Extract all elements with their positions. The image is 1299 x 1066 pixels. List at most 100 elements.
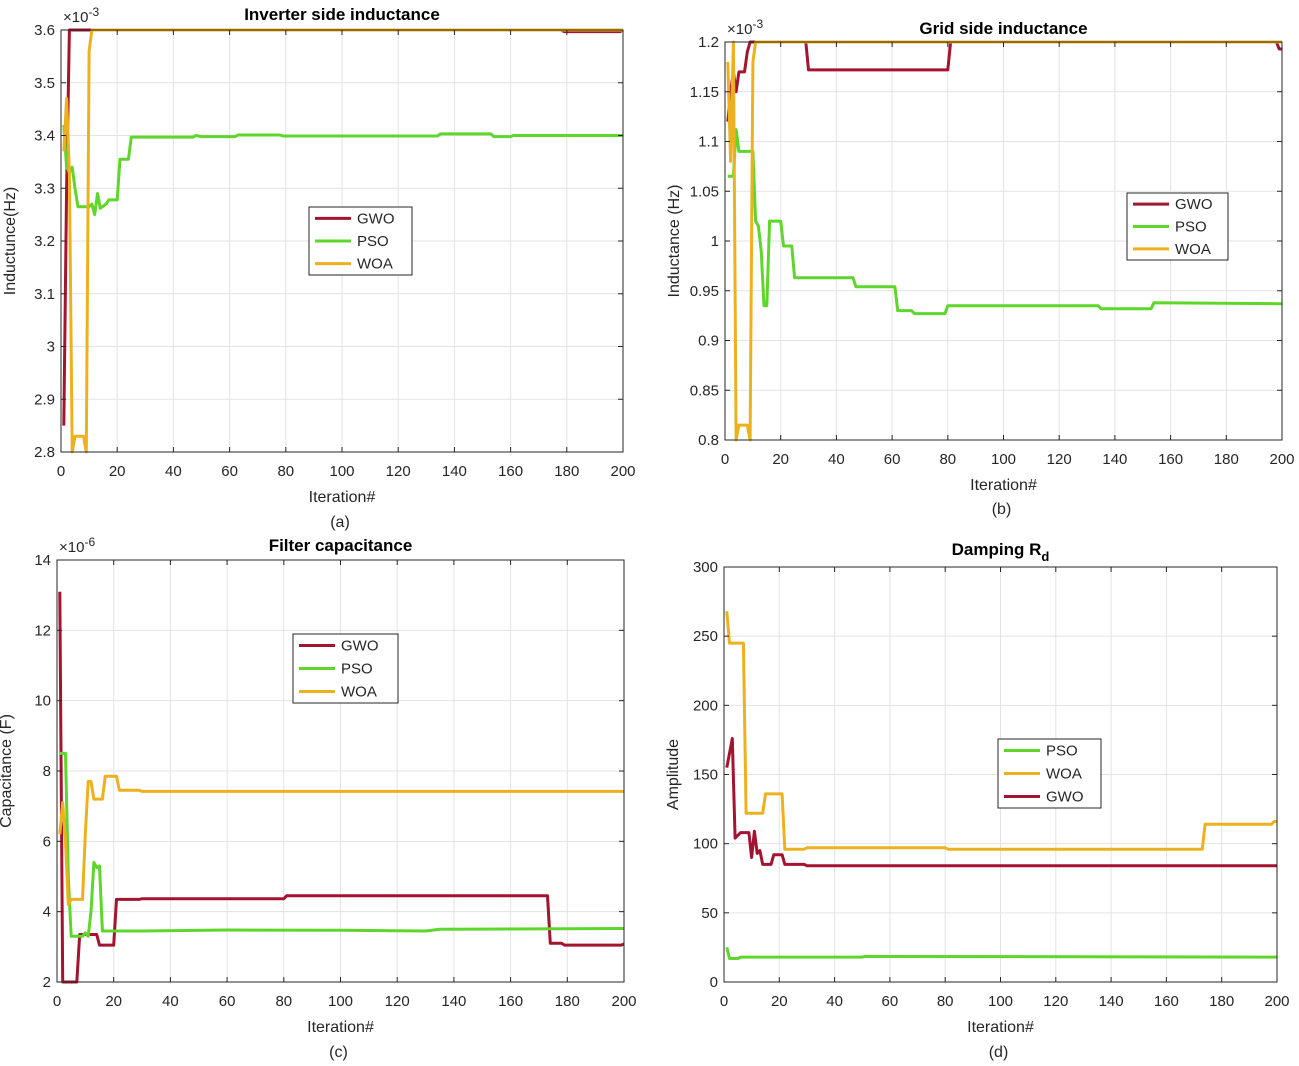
x-tick-label: 180 [554,463,579,480]
y-tick-label: 1.15 [690,84,719,101]
chart-panel-3: 0 20 40 60 80 100 120 140 160 180 200 0 50 100 150 200 2… [665,540,1290,1061]
legend: GWO PSO WOA [292,633,399,704]
panel-caption: (b) [992,501,1012,518]
legend: GWO PSO WOA [1126,192,1229,261]
y-tick-label: 0.8 [698,432,719,449]
chart-title: Grid side inductance [919,19,1087,38]
y-tick-label: 3.6 [34,22,55,39]
x-tick-label: 180 [555,993,580,1010]
x-tick-label: 140 [1099,993,1124,1010]
y-tick-label: 3 [47,339,55,356]
x-tick-label: 0 [57,463,65,480]
legend: PSO WOA GWO [997,738,1102,809]
series-line-pso [59,751,625,938]
x-tick-label: 180 [1209,993,1234,1010]
y-axis-label: Inductunce(Hz) [2,187,19,296]
chart-panel-0: 0 20 40 60 80 100 120 140 160 180 200 2.8 2.9 3 3.1 3.2… [2,5,636,531]
series-line-gwo [725,737,1277,868]
x-tick-label: 0 [721,451,729,468]
x-axis-label: Iteration# [309,489,376,506]
chart-title-main: Damping R [952,540,1042,559]
y-tick-label: 1.1 [698,134,719,151]
x-tick-label: 20 [771,993,788,1010]
x-tick-label: 80 [275,993,292,1010]
legend-label-woa: WOA [1175,241,1211,258]
axis-exponent-base: ×10 [63,9,88,26]
x-tick-label: 180 [1214,451,1239,468]
x-tick-label: 100 [988,993,1013,1010]
y-tick-label: 250 [693,628,718,645]
x-tick-label: 200 [610,463,635,480]
y-tick-label: 3.5 [34,75,55,92]
panel-caption: (c) [329,1044,348,1061]
y-tick-label: 300 [693,559,718,576]
x-tick-label: 60 [219,993,236,1010]
x-axis-label: Iteration# [970,477,1037,494]
x-tick-label: 60 [882,993,899,1010]
x-tick-label: 60 [221,463,238,480]
legend-label-pso: PSO [341,661,373,678]
chart-title: Inverter side inductance [244,5,440,24]
legend-label-woa: WOA [1046,766,1082,783]
chart-title-main: Grid side inductance [919,19,1087,38]
x-tick-label: 60 [884,451,901,468]
x-tick-label: 20 [105,993,122,1010]
chart-panel-1: 0 20 40 60 80 100 120 140 160 180 200 0.8 0.85 0.9 0.9… [666,17,1295,518]
chart-title-subscript: d [1041,549,1049,564]
x-tick-label: 20 [772,451,789,468]
y-axis-label: Capacitance (F) [0,714,15,828]
y-tick-label: 1.05 [690,183,719,200]
x-tick-label: 80 [939,451,956,468]
legend-label-pso: PSO [1175,219,1207,236]
x-tick-label: 100 [991,451,1016,468]
axis-exponent-base: ×10 [59,539,84,556]
y-tick-label: 3.3 [34,180,55,197]
x-tick-label: 40 [162,993,179,1010]
x-axis-label: Iteration# [307,1019,374,1036]
x-tick-label: 80 [277,463,294,480]
y-tick-label: 3.2 [34,233,55,250]
axis-exponent-power: -3 [752,17,763,31]
legend-label-pso: PSO [1046,743,1078,760]
y-tick-label: 8 [43,763,51,780]
axis-exponent: ×10-6 [59,535,95,556]
y-tick-label: 3.1 [34,286,55,303]
x-tick-label: 120 [1043,993,1068,1010]
x-tick-label: 200 [1264,993,1289,1010]
x-tick-label: 160 [498,463,523,480]
y-tick-label: 0.9 [698,333,719,350]
x-tick-label: 120 [386,463,411,480]
x-tick-label: 160 [1154,993,1179,1010]
series-line-woa [726,40,1282,442]
y-tick-label: 1.2 [698,34,719,51]
y-tick-label: 12 [34,622,51,639]
axis-exponent-power: -3 [88,5,99,19]
y-tick-label: 0.85 [690,382,719,399]
chart-title: Filter capacitance [269,536,413,555]
y-tick-label: 2.9 [34,391,55,408]
series-line-woa [58,774,624,907]
axis-exponent-power: -6 [84,535,95,549]
x-tick-label: 200 [611,993,636,1010]
legend-label-gwo: GWO [1046,789,1084,806]
x-tick-label: 160 [1158,451,1183,468]
y-tick-label: 1 [711,233,719,250]
x-tick-label: 140 [442,463,467,480]
y-tick-label: 0 [710,974,718,991]
x-tick-label: 200 [1269,451,1294,468]
x-tick-label: 100 [328,993,353,1010]
x-tick-label: 120 [1047,451,1072,468]
y-tick-label: 2 [43,974,51,991]
series-line-woa [62,28,623,454]
chart-title-main: Filter capacitance [269,536,413,555]
panel-caption: (d) [989,1044,1009,1061]
axis-exponent: ×10-3 [727,17,763,38]
y-axis-label: Amplitude [665,739,682,810]
y-tick-label: 50 [701,905,718,922]
x-tick-label: 140 [441,993,466,1010]
chart-panel-2: 0 20 40 60 80 100 120 140 160 180 200 2 4 6 8 10 12 14 ×10… [0,535,637,1061]
legend-label-woa: WOA [357,256,393,273]
y-tick-label: 2.8 [34,444,55,461]
y-tick-label: 200 [693,697,718,714]
